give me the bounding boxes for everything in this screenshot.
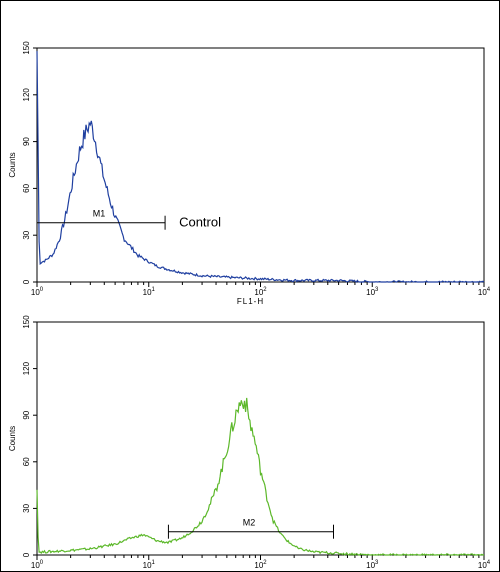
histogram-trace xyxy=(36,51,485,283)
y-tick-label: 60 xyxy=(22,183,31,192)
x-tick-label: 102 xyxy=(254,287,267,297)
y-tick-label: 120 xyxy=(22,361,31,375)
gate-label: M1 xyxy=(93,209,106,219)
x-tick-label: 100 xyxy=(31,287,44,297)
y-tick-label: 90 xyxy=(22,137,31,146)
x-tick-label: 103 xyxy=(366,560,379,570)
gate-label: M2 xyxy=(243,518,256,528)
y-tick-label: 30 xyxy=(22,503,31,512)
plot-area xyxy=(36,47,485,283)
histogram-panel-2: 0 30 60 90 120 150 Counts 100 101 102 103 104 M2 xyxy=(8,315,491,570)
x-tick-label: 101 xyxy=(143,560,156,570)
y-tick-label: 150 xyxy=(22,41,31,55)
y-tick-label: 30 xyxy=(22,230,31,239)
x-tick-label: 104 xyxy=(478,287,491,297)
x-tick-label: 101 xyxy=(143,287,156,297)
annotation-label: Control xyxy=(179,215,221,230)
x-tick-label: 100 xyxy=(31,560,44,570)
y-tick-label: 0 xyxy=(22,279,31,284)
x-tick-label: 102 xyxy=(254,560,267,570)
x-axis-label: FL1-H xyxy=(237,297,264,306)
plot-area xyxy=(36,321,485,556)
y-axis-label: Counts xyxy=(8,152,17,177)
y-axis-label: Counts xyxy=(8,426,17,451)
y-tick-label: 0 xyxy=(22,552,31,557)
histogram-trace xyxy=(36,397,484,556)
histogram-panel-1: 0 30 60 90 120 150 Counts 100 101 102 103 104 FL1-H M… xyxy=(8,41,491,306)
y-tick-label: 120 xyxy=(22,88,31,102)
x-tick-label: 103 xyxy=(366,287,379,297)
y-tick-label: 60 xyxy=(22,457,31,466)
x-tick-label: 104 xyxy=(478,560,491,570)
y-tick-label: 150 xyxy=(22,315,31,329)
y-tick-label: 90 xyxy=(22,410,31,419)
